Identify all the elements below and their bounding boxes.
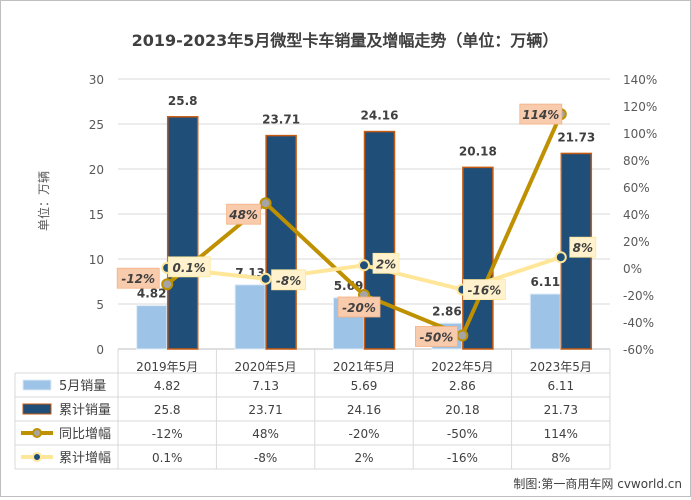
table-cell: -20% [348,427,379,441]
table-cell: -50% [447,427,478,441]
y2-tick-label: 80% [623,154,650,168]
table-cell: 6.11 [547,379,574,393]
line-yoy-growth-label: -20% [342,301,376,315]
line-cumulative-growth-label-box [167,256,211,278]
y-tick-label: 25 [89,118,104,132]
y2-tick-label: 60% [623,181,650,195]
y2-tick-label: -20% [623,289,654,303]
bar-cumulative-sales [265,134,297,350]
line-yoy-growth-label-box [116,267,160,289]
table-cell: 21.73 [544,403,578,417]
chart-title: 2019-2023年5月微型卡车销量及增幅走势（单位：万辆） [132,31,559,50]
table-cell: 0.1% [152,451,183,465]
bar-monthly-sales-label: 4.82 [137,287,167,301]
y-tick-label: 30 [89,73,104,87]
line-cumulative-growth-label: 0.1% [173,261,206,275]
line-yoy-growth-label-box [337,296,381,318]
bar-cumulative-sales-label: 21.73 [557,130,595,144]
line-yoy-growth-label: -12% [121,272,155,286]
table-cell: 4.82 [154,379,181,393]
legend-swatch-marker [32,452,42,462]
legend-label: 5月销量 [59,379,106,394]
y-tick-label: 10 [89,253,104,267]
bar-monthly-sales-label: 6.11 [530,275,560,289]
line-yoy-growth-label-box [226,203,262,225]
legend-label: 累计增幅 [59,451,111,466]
table-cell: 2% [354,451,373,465]
line-cumulative-growth-label: 8% [573,241,593,255]
line-cumulative-growth-label-box [462,279,506,301]
y2-tick-label: 20% [623,235,650,249]
table-cell: -16% [447,451,478,465]
table-cell: 8% [551,451,570,465]
bar-monthly-sales [529,293,561,350]
table-cell: 5.69 [351,379,378,393]
table-cell: 20.18 [445,403,479,417]
bar-cumulative-sales-label: 25.8 [168,94,198,108]
table-cell: 23.71 [248,403,282,417]
line-cumulative-growth-label-box [271,269,307,291]
x-tick-label: 2020年5月 [235,360,297,374]
table-cell: -8% [254,451,277,465]
line-yoy-growth-label-box [414,326,458,347]
line-yoy-growth-label: 48% [228,208,258,222]
y2-tick-label: 140% [623,73,657,87]
point-cumulative-growth [259,272,272,285]
point-cumulative-growth [554,251,567,264]
source-credit: 制图:第一商用车网 cvworld.cn [513,476,682,491]
line-cumulative-growth-label-box [569,236,597,258]
legend-label: 同比增幅 [59,427,111,442]
line-cumulative-growth-label-box [372,252,400,274]
x-tick-label: 2021年5月 [333,360,395,374]
y-tick-label: 5 [96,298,104,312]
x-tick-label: 2023年5月 [530,360,592,374]
table-cell: 114% [544,427,578,441]
x-tick-label: 2019年5月 [136,360,198,374]
table-cell: 25.8 [154,403,181,417]
legend-swatch [22,379,52,391]
line-cumulative-growth-label: -8% [276,274,301,288]
table-cell: 24.16 [347,403,381,417]
y2-tick-label: -60% [623,343,654,357]
table-cell: 48% [252,427,279,441]
y2-tick-label: 0% [623,262,642,276]
point-yoy-growth [161,278,174,291]
bar-cumulative-sales-label: 23.71 [262,113,300,127]
bar-monthly-sales-label: 2.86 [432,304,462,318]
line-yoy-growth-label-box [519,103,563,125]
legend-label: 累计销量 [59,403,111,418]
bar-monthly-sales [234,284,266,350]
point-yoy-growth [259,197,272,210]
y-tick-label: 0 [96,343,104,357]
y-tick-label: 20 [89,163,104,177]
legend-swatch-marker [32,428,42,438]
x-tick-label: 2022年5月 [431,360,493,374]
line-cumulative-growth-label: -16% [468,284,502,298]
line-cumulative-growth-label: 2% [376,257,396,271]
y-tick-label: 15 [89,208,104,222]
line-yoy-growth-label: -50% [420,331,454,345]
legend-swatch [22,403,52,415]
table-cell: 2.86 [449,379,476,393]
y2-tick-label: 100% [623,127,657,141]
y2-tick-label: 120% [623,100,657,114]
bar-cumulative-sales-label: 24.16 [361,109,399,123]
y2-tick-label: 40% [623,208,650,222]
table-cell: -12% [152,427,183,441]
bar-cumulative-sales [166,116,199,350]
bar-monthly-sales [136,305,168,350]
table-cell: 7.13 [252,379,279,393]
y2-tick-label: -40% [623,316,654,330]
point-cumulative-growth [358,259,370,272]
bar-cumulative-sales-label: 20.18 [459,144,497,158]
y-axis-label: 单位：万辆 [36,171,51,231]
point-yoy-growth [456,329,469,342]
line-yoy-growth-label: 114% [522,108,559,122]
